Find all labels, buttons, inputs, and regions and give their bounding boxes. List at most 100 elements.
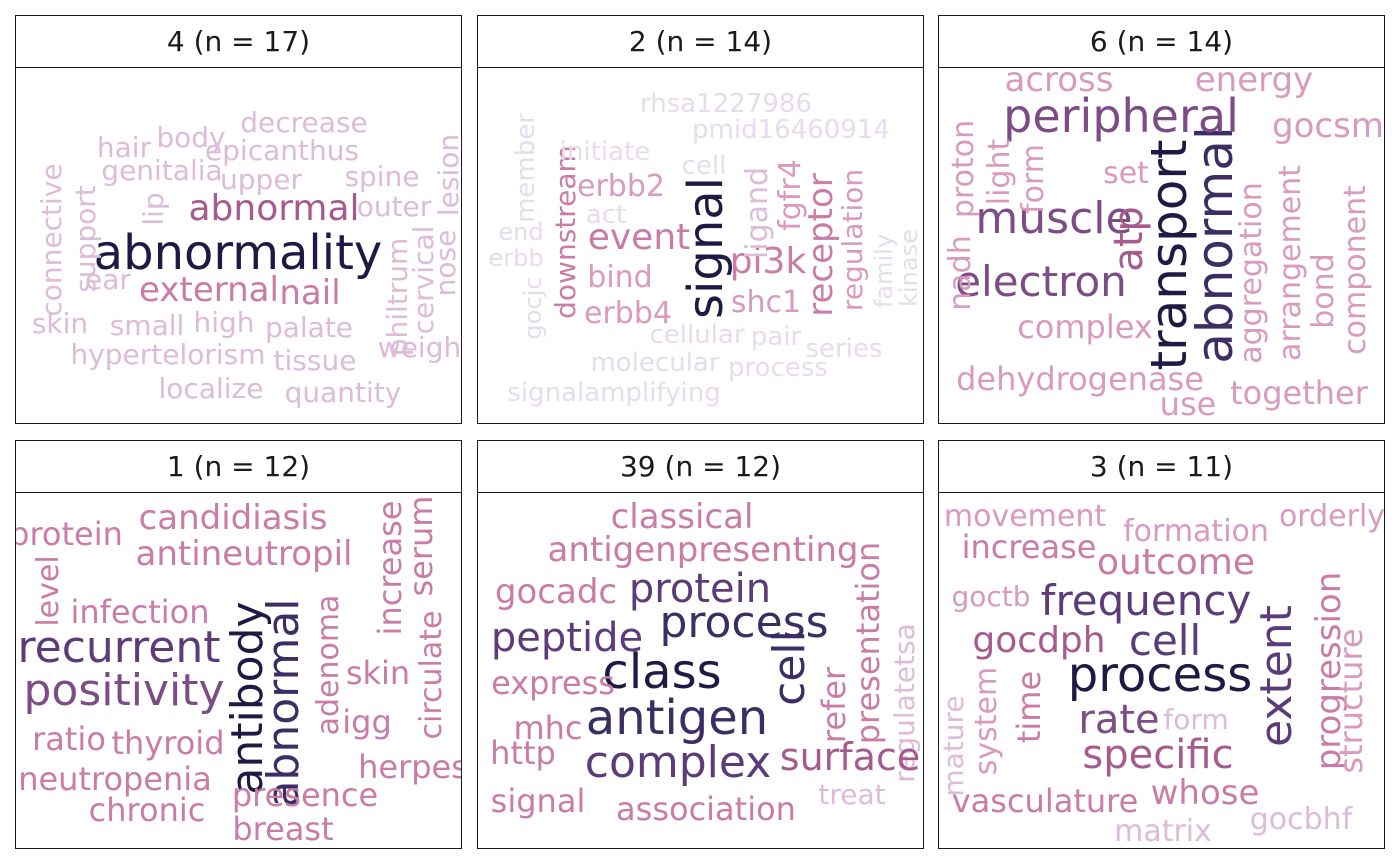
word-form: form: [1163, 703, 1229, 736]
word-surface: surface: [779, 735, 921, 779]
panel-5-title: 39 (n = 12): [477, 440, 924, 493]
word-presence: presence: [231, 776, 379, 814]
word-protein: protein: [628, 566, 772, 612]
word-ligand: ligand: [740, 166, 775, 260]
word-abnormality: abnormality: [93, 225, 383, 281]
word-event: event: [587, 217, 691, 258]
word-adenoma: adenoma: [311, 594, 346, 736]
word-nail: nail: [279, 273, 341, 313]
word-pmid16460914: pmid16460914: [692, 115, 890, 145]
panel-2: 2 (n = 14) signal pi3k event erbb2 erbb4 bind…: [477, 15, 924, 425]
word-lesion: lesion: [432, 133, 462, 217]
word-decrease: decrease: [240, 106, 368, 139]
word-abnormal: abnormal: [1186, 126, 1244, 364]
word-aggregation: aggregation: [1234, 182, 1269, 364]
word-gocadc: gocadc: [494, 572, 618, 612]
word-quantity: quantity: [284, 376, 402, 409]
panel-3-title: 6 (n = 14): [938, 15, 1385, 68]
word-tissue: tissue: [273, 344, 357, 377]
word-protein: protein: [15, 515, 123, 553]
word-nadh: nadh: [943, 235, 978, 311]
word-nose: nose: [429, 229, 462, 297]
word-arrangement: arrangement: [1273, 165, 1308, 361]
word-regulation: regulation: [836, 168, 869, 312]
word-gocbhf: gocbhf: [1249, 802, 1353, 837]
word-kinase: kinase: [895, 229, 923, 307]
word-system: system: [969, 666, 1004, 776]
word-small: small: [109, 309, 185, 342]
word-outer: outer: [356, 190, 432, 223]
word-cell: cell: [681, 151, 727, 181]
word-erbb4: erbb4: [584, 296, 672, 331]
word-circulate: circulate: [414, 610, 449, 740]
word-process: process: [1067, 647, 1253, 703]
word-candidiasis: candidiasis: [138, 498, 328, 538]
word-antigenpresenting: antigenpresenting: [547, 530, 859, 570]
word-matrix: matrix: [1114, 814, 1212, 849]
word-express: express: [491, 664, 615, 702]
word-http: http: [490, 734, 556, 772]
word-peptide: peptide: [490, 615, 644, 661]
word-presentation: presentation: [849, 541, 887, 745]
panel-4-title: 1 (n = 12): [15, 440, 462, 493]
word-recurrent: recurrent: [17, 622, 221, 673]
word-whose: whose: [1150, 773, 1260, 813]
word-skin: skin: [31, 307, 89, 340]
word-mhc: mhc: [513, 709, 583, 747]
word-cell: cell: [1128, 616, 1202, 665]
word-abnormal: abnormal: [188, 188, 360, 229]
panel-1-title: 4 (n = 17): [15, 15, 462, 68]
word-gocdph: gocdph: [972, 620, 1106, 661]
word-weight: weight: [377, 331, 462, 364]
word-positivity: positivity: [23, 665, 225, 716]
word-pi3k: pi3k: [729, 241, 807, 282]
word-proton: proton: [946, 119, 981, 219]
word-genitalia: genitalia: [101, 154, 223, 187]
word-extent: extent: [1251, 605, 1302, 747]
word-process: process: [659, 597, 829, 648]
word-rhsa1227986: rhsa1227986: [640, 89, 812, 119]
word-set: set: [1103, 156, 1149, 191]
word-antineutropil: antineutropil: [135, 534, 353, 574]
word-erbb2: erbb2: [577, 169, 665, 204]
word-structure: structure: [1332, 628, 1370, 774]
word-pair: pair: [750, 322, 802, 352]
word-across: across: [1004, 67, 1114, 100]
word-act: act: [585, 200, 627, 230]
word-complex: complex: [1017, 308, 1153, 346]
word-end: end: [498, 218, 544, 246]
panel-5-cloud: class process antigen cell complex protein pep…: [477, 492, 924, 849]
word-high: high: [193, 306, 255, 339]
word-level: level: [31, 555, 66, 627]
panel-6-cloud: process frequency cell rate extent specific ou…: [938, 492, 1385, 849]
word-localize: localize: [158, 372, 264, 405]
word-movement: movement: [943, 499, 1107, 534]
word-neutropenia: neutropenia: [18, 760, 212, 798]
word-frequency: frequency: [1040, 576, 1252, 625]
word-atp: atp: [1106, 206, 1152, 272]
word-antigen: antigen: [585, 690, 769, 746]
word-signal: signal: [490, 782, 586, 820]
word-electron: electron: [955, 257, 1127, 306]
word-peripheral: peripheral: [1003, 89, 1239, 143]
panel-5: 39 (n = 12) class process antigen cell compl…: [477, 440, 924, 850]
word-time: time: [1010, 670, 1048, 744]
panel-6-title: 3 (n = 11): [938, 440, 1385, 493]
word-formation: formation: [1123, 514, 1269, 549]
panel-2-cloud: signal pi3k event erbb2 erbb4 bind shc1 ligand f…: [477, 67, 924, 424]
panel-1-cloud: abnormality abnormal external nail decrease b…: [15, 67, 462, 424]
word-ratio: ratio: [32, 720, 106, 758]
panel-3: 6 (n = 14) transport abnormal peripheral mu…: [938, 15, 1385, 425]
word-dehydrogenase: dehydrogenase: [956, 360, 1204, 398]
word-hypertelorism: hypertelorism: [70, 338, 266, 371]
word-epicanthus: epicanthus: [204, 134, 360, 167]
word-external: external: [139, 270, 279, 310]
word-cell: cell: [764, 630, 815, 706]
word-serum: serum: [402, 495, 440, 597]
word-refer: refer: [815, 666, 853, 744]
panel-2-title: 2 (n = 14): [477, 15, 924, 68]
word-bond: bond: [1306, 253, 1341, 329]
word-gocjc: gocjc: [519, 276, 547, 340]
word-upper: upper: [219, 163, 303, 196]
word-bind: bind: [587, 260, 653, 295]
